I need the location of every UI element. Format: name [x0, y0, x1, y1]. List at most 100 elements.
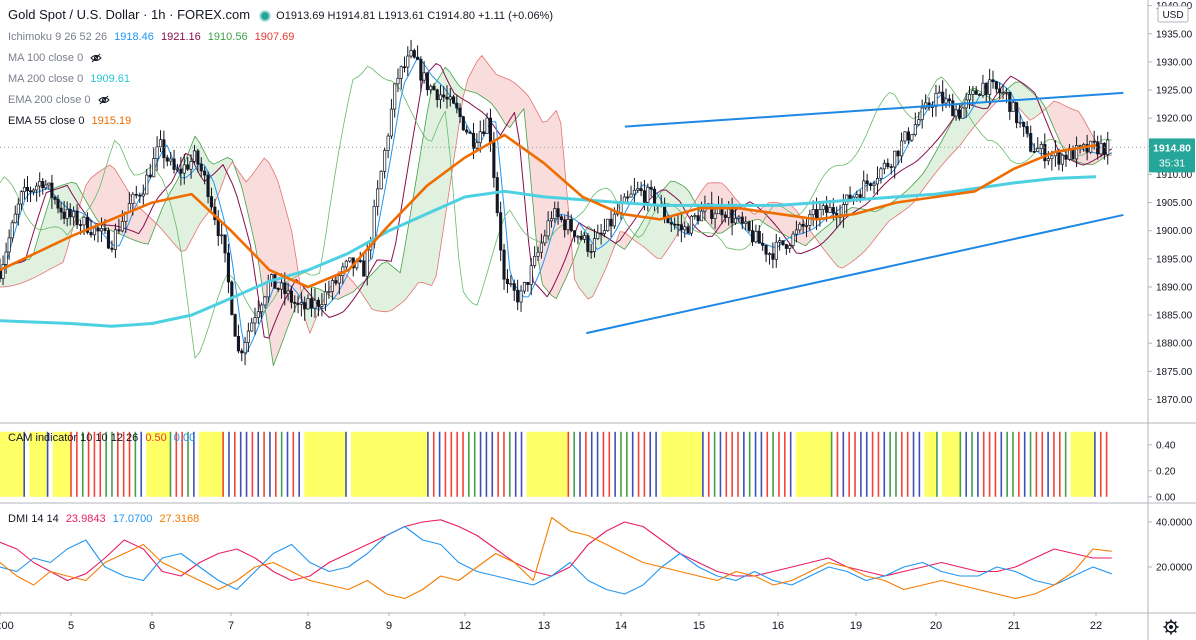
candle[interactable]: [320, 293, 324, 317]
candle[interactable]: [636, 181, 640, 193]
candle[interactable]: [435, 88, 439, 108]
candle[interactable]: [582, 232, 587, 244]
candle[interactable]: [536, 246, 540, 262]
candle[interactable]: [566, 211, 570, 235]
candle[interactable]: [260, 302, 264, 320]
hidden-eye-icon[interactable]: [90, 53, 102, 63]
candle[interactable]: [1099, 135, 1103, 158]
candle[interactable]: [383, 147, 387, 179]
candle[interactable]: [1001, 84, 1005, 100]
candle[interactable]: [794, 220, 798, 243]
candle[interactable]: [422, 60, 426, 84]
candle[interactable]: [110, 240, 114, 253]
candle[interactable]: [954, 103, 958, 121]
lower-trendline[interactable]: [586, 213, 1124, 335]
candle[interactable]: [399, 65, 403, 90]
candle[interactable]: [250, 317, 254, 332]
candle[interactable]: [1015, 102, 1019, 129]
candle[interactable]: [1025, 121, 1029, 138]
candle[interactable]: [253, 307, 257, 336]
candle[interactable]: [549, 211, 553, 228]
candle[interactable]: [223, 234, 227, 263]
candle[interactable]: [586, 233, 590, 257]
candle[interactable]: [804, 218, 809, 238]
hidden-eye-icon[interactable]: [97, 95, 110, 105]
candle[interactable]: [974, 86, 978, 95]
candle[interactable]: [778, 237, 782, 251]
candle[interactable]: [1036, 137, 1040, 152]
candle[interactable]: [516, 279, 520, 311]
candle[interactable]: [529, 257, 533, 296]
candle[interactable]: [733, 209, 738, 225]
candle[interactable]: [519, 285, 523, 312]
candle[interactable]: [546, 211, 550, 240]
candle[interactable]: [988, 68, 992, 105]
candle[interactable]: [113, 223, 117, 258]
candle[interactable]: [396, 68, 400, 93]
candle[interactable]: [309, 287, 314, 317]
candle[interactable]: [38, 172, 42, 197]
candle[interactable]: [559, 214, 563, 223]
candle[interactable]: [767, 252, 772, 265]
dmi-minus-line[interactable]: [0, 525, 1112, 595]
candle[interactable]: [882, 159, 886, 175]
candle[interactable]: [186, 156, 190, 171]
candle[interactable]: [455, 95, 459, 114]
candle[interactable]: [246, 322, 250, 353]
candle[interactable]: [495, 171, 499, 217]
candle[interactable]: [502, 243, 506, 290]
candle[interactable]: [686, 223, 690, 234]
candle[interactable]: [233, 313, 237, 337]
candle[interactable]: [199, 157, 203, 178]
candle[interactable]: [903, 131, 907, 145]
candle[interactable]: [482, 119, 486, 137]
candle[interactable]: [203, 166, 207, 185]
candle[interactable]: [303, 296, 307, 321]
candle[interactable]: [913, 112, 917, 137]
candle[interactable]: [256, 300, 260, 324]
candle[interactable]: [774, 233, 778, 268]
candle[interactable]: [579, 230, 583, 241]
candle[interactable]: [723, 211, 727, 223]
candle[interactable]: [313, 288, 317, 318]
candle[interactable]: [53, 195, 57, 205]
ma200-line[interactable]: [0, 175, 1097, 328]
time-axis[interactable]: 00:00 5 6 7 8 9 12 13 14 15 16 19 20 21 22: [0, 612, 1102, 632]
candle[interactable]: [917, 111, 921, 127]
candle[interactable]: [306, 294, 310, 310]
candle[interactable]: [1043, 133, 1047, 169]
candle[interactable]: [994, 80, 998, 94]
candle[interactable]: [750, 220, 755, 246]
candle[interactable]: [429, 84, 433, 94]
candle[interactable]: [957, 103, 961, 121]
candle[interactable]: [896, 149, 900, 165]
candle[interactable]: [910, 134, 914, 142]
dmi-pane[interactable]: 20.0000 40.0000: [0, 516, 1193, 600]
candle[interactable]: [179, 156, 183, 186]
candle[interactable]: [393, 83, 397, 118]
candle[interactable]: [764, 244, 768, 263]
candle[interactable]: [808, 209, 812, 230]
candle[interactable]: [639, 181, 643, 197]
candle[interactable]: [744, 216, 748, 231]
candle[interactable]: [1011, 100, 1015, 112]
candle[interactable]: [25, 176, 30, 202]
candle[interactable]: [811, 200, 815, 227]
candle[interactable]: [344, 259, 348, 271]
candle[interactable]: [99, 217, 104, 242]
candle[interactable]: [141, 184, 145, 205]
candle[interactable]: [683, 221, 687, 238]
candle[interactable]: [323, 283, 327, 312]
candle[interactable]: [7, 229, 11, 260]
symbol-title[interactable]: Gold Spot / U.S. Dollar · 1h · FOREX.com: [8, 7, 251, 22]
candle[interactable]: [32, 188, 36, 196]
candle[interactable]: [573, 230, 577, 243]
ma200-legend[interactable]: MA 200 close 0 1909.61: [8, 72, 134, 86]
candle[interactable]: [553, 201, 557, 223]
candle[interactable]: [461, 115, 465, 131]
candle[interactable]: [788, 242, 792, 253]
ema55-line[interactable]: [0, 133, 1097, 289]
candle[interactable]: [425, 72, 429, 96]
candle[interactable]: [316, 297, 320, 317]
